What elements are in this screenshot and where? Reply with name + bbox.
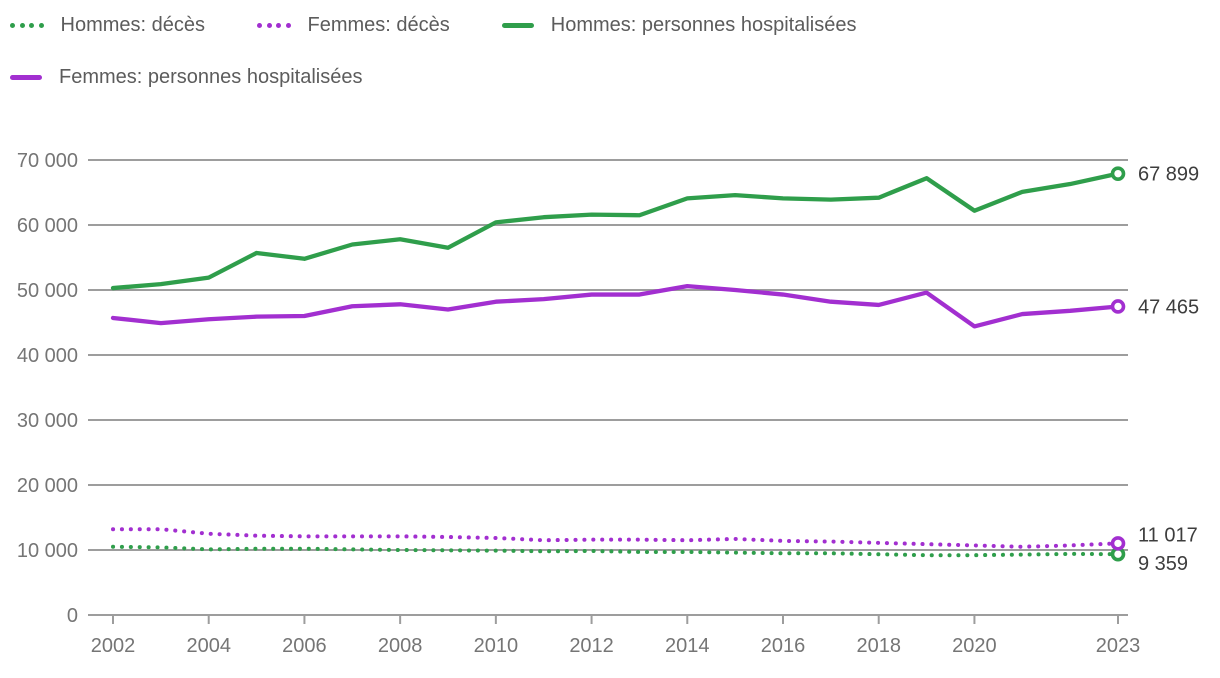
legend-label: Hommes: personnes hospitalisées	[550, 14, 857, 36]
legend-label: Femmes: personnes hospitalisées	[59, 66, 363, 88]
y-axis-tick-label: 50 000	[17, 280, 78, 302]
y-axis-tick-label: 60 000	[17, 215, 78, 237]
y-axis-tick-label: 40 000	[17, 345, 78, 367]
line-hommes-hospitalisees[interactable]	[110, 171, 1121, 291]
y-axis-tick-label: 30 000	[17, 410, 78, 432]
line-femmes-hospitalisees[interactable]	[110, 283, 1121, 329]
solid-line-purple-icon	[10, 75, 42, 80]
x-axis-tick-label: 2023	[1096, 635, 1141, 657]
y-gridlines	[88, 159, 1128, 616]
x-axis-tick-label: 2006	[282, 635, 327, 657]
line-hommes-deces[interactable]	[111, 544, 1120, 558]
legend-label: Hommes: décès	[60, 14, 206, 36]
x-axis-tick-label: 2002	[91, 635, 136, 657]
x-axis-tick-label: 2008	[378, 635, 423, 657]
x-axis-tick-label: 2004	[186, 635, 231, 657]
legend-item-hommes-hospitalisees[interactable]: Hommes: personnes hospitalisées	[501, 14, 857, 37]
line-femmes-deces[interactable]	[111, 527, 1120, 549]
legend-label: Femmes: décès	[307, 14, 450, 36]
x-axis-ticks	[112, 615, 1119, 624]
y-axis-tick-label: 70 000	[17, 150, 78, 172]
end-label-femmes-hospitalisees: 47 465	[1138, 296, 1199, 318]
y-axis-tick-label: 10 000	[17, 540, 78, 562]
end-label-femmes-deces: 11 017	[1138, 524, 1198, 546]
y-axis-labels: 0 10 000 20 000 30 000 40 000 50 000 60 000 70 …	[17, 150, 78, 627]
end-marker-femmes-hospitalisees[interactable]	[1110, 299, 1126, 314]
x-axis-tick-label: 2014	[665, 635, 710, 657]
x-axis-tick-label: 2016	[761, 635, 806, 657]
x-axis-tick-label: 2020	[952, 635, 997, 657]
series-femmes-hospitalisees: 47 465	[110, 283, 1199, 329]
legend-item-femmes-deces[interactable]: Femmes: décès	[257, 14, 450, 37]
chart-legend: Hommes: décès Femmes: décès Hommes: pers…	[10, 14, 1210, 89]
end-label-hommes-hospitalisees: 67 899	[1138, 164, 1199, 186]
series-hommes-hospitalisees: 67 899	[110, 164, 1199, 291]
end-marker-femmes-deces[interactable]	[1110, 536, 1126, 551]
legend-row-1: Hommes: décès Femmes: décès Hommes: pers…	[10, 14, 1210, 37]
x-axis-tick-label: 2018	[856, 635, 901, 657]
y-axis-tick-label: 0	[67, 605, 78, 627]
end-marker-hommes-hospitalisees[interactable]	[1110, 166, 1126, 181]
x-axis-tick-label: 2012	[569, 635, 614, 657]
y-axis-tick-label: 20 000	[17, 475, 78, 497]
end-label-hommes-deces: 9 359	[1138, 553, 1188, 575]
legend-item-femmes-hospitalisees[interactable]: Femmes: personnes hospitalisées	[10, 66, 362, 89]
solid-line-green-icon	[501, 23, 534, 28]
series-hommes-deces: 9 359	[111, 544, 1188, 575]
x-axis-tick-label: 2010	[474, 635, 519, 657]
series-femmes-deces: 11 017	[111, 524, 1198, 551]
legend-row-2: Femmes: personnes hospitalisées	[10, 66, 1210, 89]
dotted-line-green-icon	[10, 23, 44, 28]
dotted-line-purple-icon	[257, 23, 291, 28]
x-axis-labels: 2002 2004 2006 2008 2010 2012 2014 2016 2018 2020…	[91, 635, 1141, 657]
legend-item-hommes-deces[interactable]: Hommes: décès	[10, 14, 205, 37]
